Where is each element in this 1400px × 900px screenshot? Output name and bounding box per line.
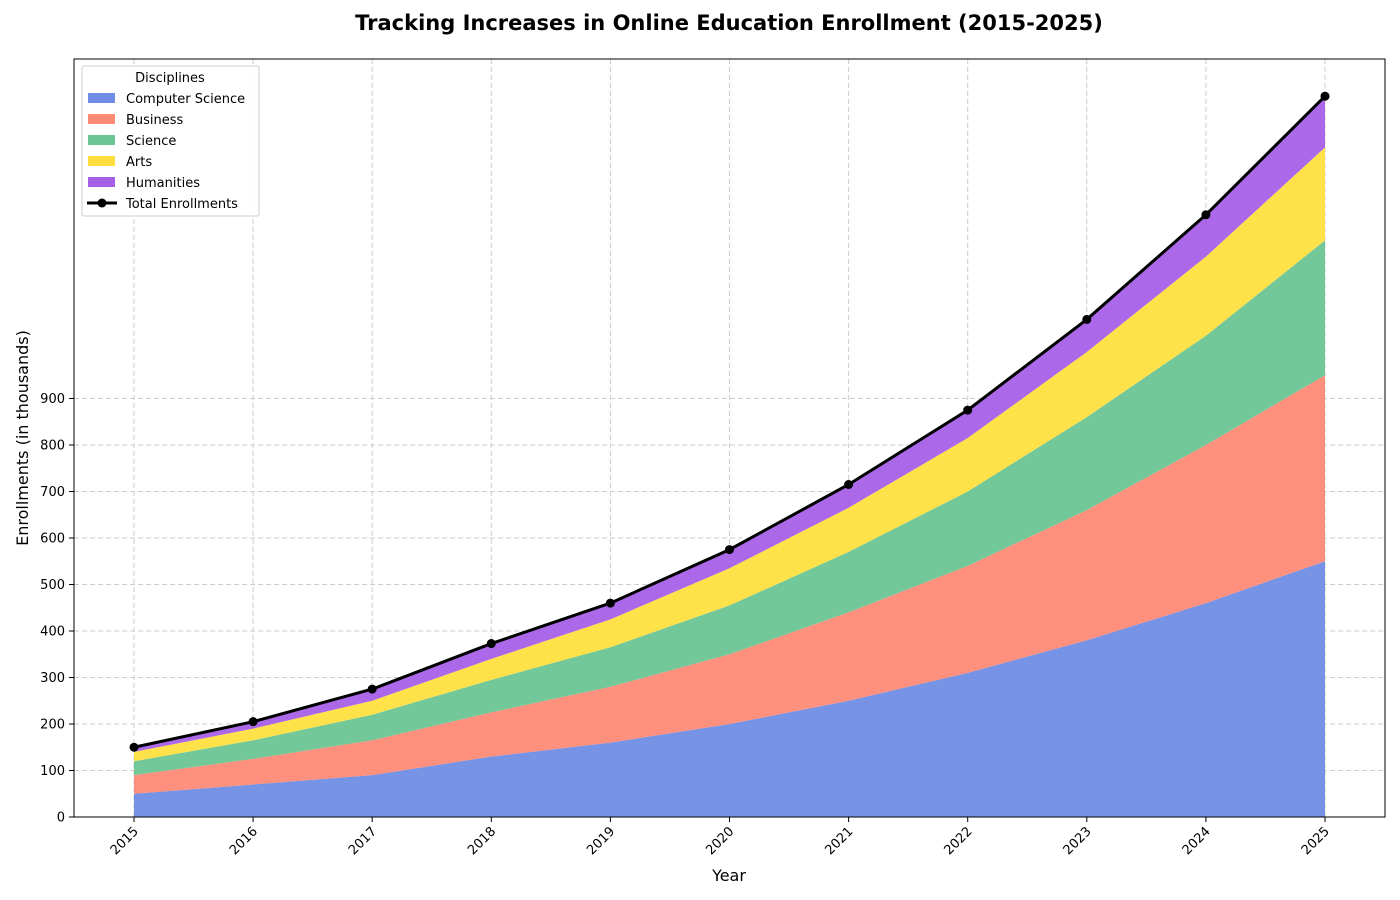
legend: Disciplines Computer Science Business Scie…	[81, 65, 260, 217]
legend-label-humanities: Humanities	[126, 176, 200, 191]
total-point-2015	[129, 742, 139, 752]
legend-label-business: Business	[126, 113, 184, 128]
legend-label-science: Science	[126, 134, 176, 149]
legend-label-total-enrollments: Total Enrollments	[125, 197, 238, 212]
legend-label-computer-science: Computer Science	[126, 92, 245, 107]
total-point-2016	[248, 717, 258, 727]
total-point-2017	[367, 684, 377, 694]
area-science	[134, 240, 1325, 776]
y-tick-label: 600	[40, 531, 65, 546]
total-line-group	[129, 91, 1330, 752]
y-tick-label: 100	[40, 764, 65, 779]
total-point-2022	[963, 405, 973, 415]
x-axis-ticks: 2015 2016 2017 2018 2019 2020 2021 2022 2023 2024…	[108, 817, 1333, 858]
y-tick-label: 900	[40, 392, 65, 407]
area-series-group	[134, 96, 1325, 817]
y-axis-ticks: 0 100 200 300 400 500 600 700 800 900	[40, 392, 74, 826]
legend-swatch-science	[88, 135, 115, 145]
y-tick-label: 800	[40, 438, 65, 453]
total-point-2021	[844, 480, 854, 490]
x-tick-label: 2024	[1180, 824, 1214, 858]
y-tick-label: 0	[57, 811, 65, 826]
y-tick-label: 700	[40, 485, 65, 500]
legend-swatch-business	[88, 114, 115, 124]
x-tick-label: 2020	[703, 824, 737, 858]
legend-label-arts: Arts	[126, 155, 152, 170]
y-axis-label: Enrollments (in thousands)	[13, 330, 32, 546]
x-tick-label: 2022	[942, 824, 976, 858]
y-tick-label: 400	[40, 624, 65, 639]
y-tick-label: 300	[40, 671, 65, 686]
total-point-2024	[1201, 210, 1211, 220]
legend-swatch-humanities	[88, 177, 115, 187]
area-computer-science	[134, 561, 1325, 817]
x-tick-label: 2025	[1299, 824, 1333, 858]
y-tick-label: 500	[40, 578, 65, 593]
legend-swatch-computer-science	[88, 93, 115, 103]
total-point-2019	[605, 598, 615, 608]
chart-title: Tracking Increases in Online Education E…	[355, 11, 1103, 35]
x-tick-label: 2023	[1061, 824, 1095, 858]
y-tick-label: 200	[40, 717, 65, 732]
legend-swatch-arts	[88, 156, 115, 166]
legend-title: Disciplines	[135, 71, 205, 86]
x-tick-label: 2017	[346, 824, 380, 858]
x-tick-label: 2019	[584, 824, 618, 858]
total-point-2018	[486, 639, 496, 649]
x-tick-label: 2016	[227, 824, 261, 858]
total-point-2025	[1320, 91, 1330, 101]
x-tick-label: 2018	[465, 824, 499, 858]
legend-box	[81, 65, 260, 217]
legend-items: Computer Science Business Science Arts Human…	[87, 92, 245, 212]
x-tick-label: 2015	[108, 824, 142, 858]
x-axis-label: Year	[711, 866, 746, 885]
total-point-2020	[725, 545, 734, 555]
total-point-2023	[1082, 314, 1092, 324]
legend-marker-total-enrollments	[97, 198, 107, 208]
area-business	[134, 375, 1325, 794]
x-tick-label: 2021	[822, 824, 856, 858]
